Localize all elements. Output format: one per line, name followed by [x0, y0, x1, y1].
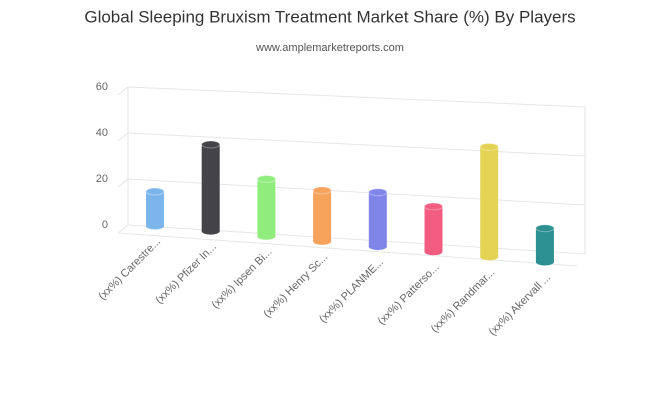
y-tick-label: 20 — [96, 173, 108, 185]
x-tick-label: (xx%) Pfizer In... — [153, 241, 219, 307]
x-tick-label: (xx%) Carestre... — [96, 236, 163, 303]
x-tick-label: (xx%) Ipsen Bi... — [209, 246, 274, 311]
bar-top — [479, 142, 499, 151]
grid-line-side — [117, 178, 129, 188]
bar — [479, 142, 499, 261]
bar-body — [313, 190, 332, 242]
grid-line — [127, 178, 586, 206]
y-tick-label: 40 — [96, 127, 108, 139]
bar-body — [146, 191, 164, 226]
grid-line-side — [117, 132, 129, 142]
bar — [256, 175, 276, 240]
grid-line-side — [117, 86, 129, 96]
bar-body — [424, 206, 443, 252]
bar-top — [256, 175, 276, 184]
bar-body — [201, 144, 220, 232]
bar-top — [312, 186, 332, 195]
bar — [201, 140, 221, 235]
floor-front — [117, 232, 578, 267]
bar-body — [368, 192, 387, 247]
x-tick-label: (xx%) PLANME... — [317, 256, 386, 325]
chart-subtitle: www.amplemarketreports.com — [255, 42, 404, 54]
bar — [145, 187, 165, 230]
bar — [424, 202, 443, 256]
bar — [368, 188, 388, 251]
x-tick-label: (xx%) Randmar... — [429, 267, 498, 336]
y-tick-label: 0 — [102, 219, 108, 231]
x-tick-label: (xx%) Henry Sc... — [261, 251, 330, 320]
bar-body — [535, 228, 554, 262]
bar-body — [480, 146, 499, 257]
x-tick-label: (xx%) Akervall ... — [487, 272, 553, 338]
grid-line — [127, 86, 586, 108]
bar-top — [145, 187, 165, 196]
chart-title: Global Sleeping Bruxism Treatment Market… — [84, 7, 575, 26]
y-tick-label: 60 — [96, 81, 108, 93]
bar-body — [257, 179, 276, 237]
bar-top — [535, 224, 555, 233]
bar-top — [424, 202, 443, 211]
grid-line — [127, 132, 586, 157]
bar — [535, 224, 555, 266]
bar — [312, 186, 332, 245]
bar-top — [201, 140, 221, 149]
grid-line-side — [117, 224, 129, 234]
x-tick-label: (xx%) Patterso... — [376, 261, 442, 327]
bar-top — [368, 188, 388, 197]
